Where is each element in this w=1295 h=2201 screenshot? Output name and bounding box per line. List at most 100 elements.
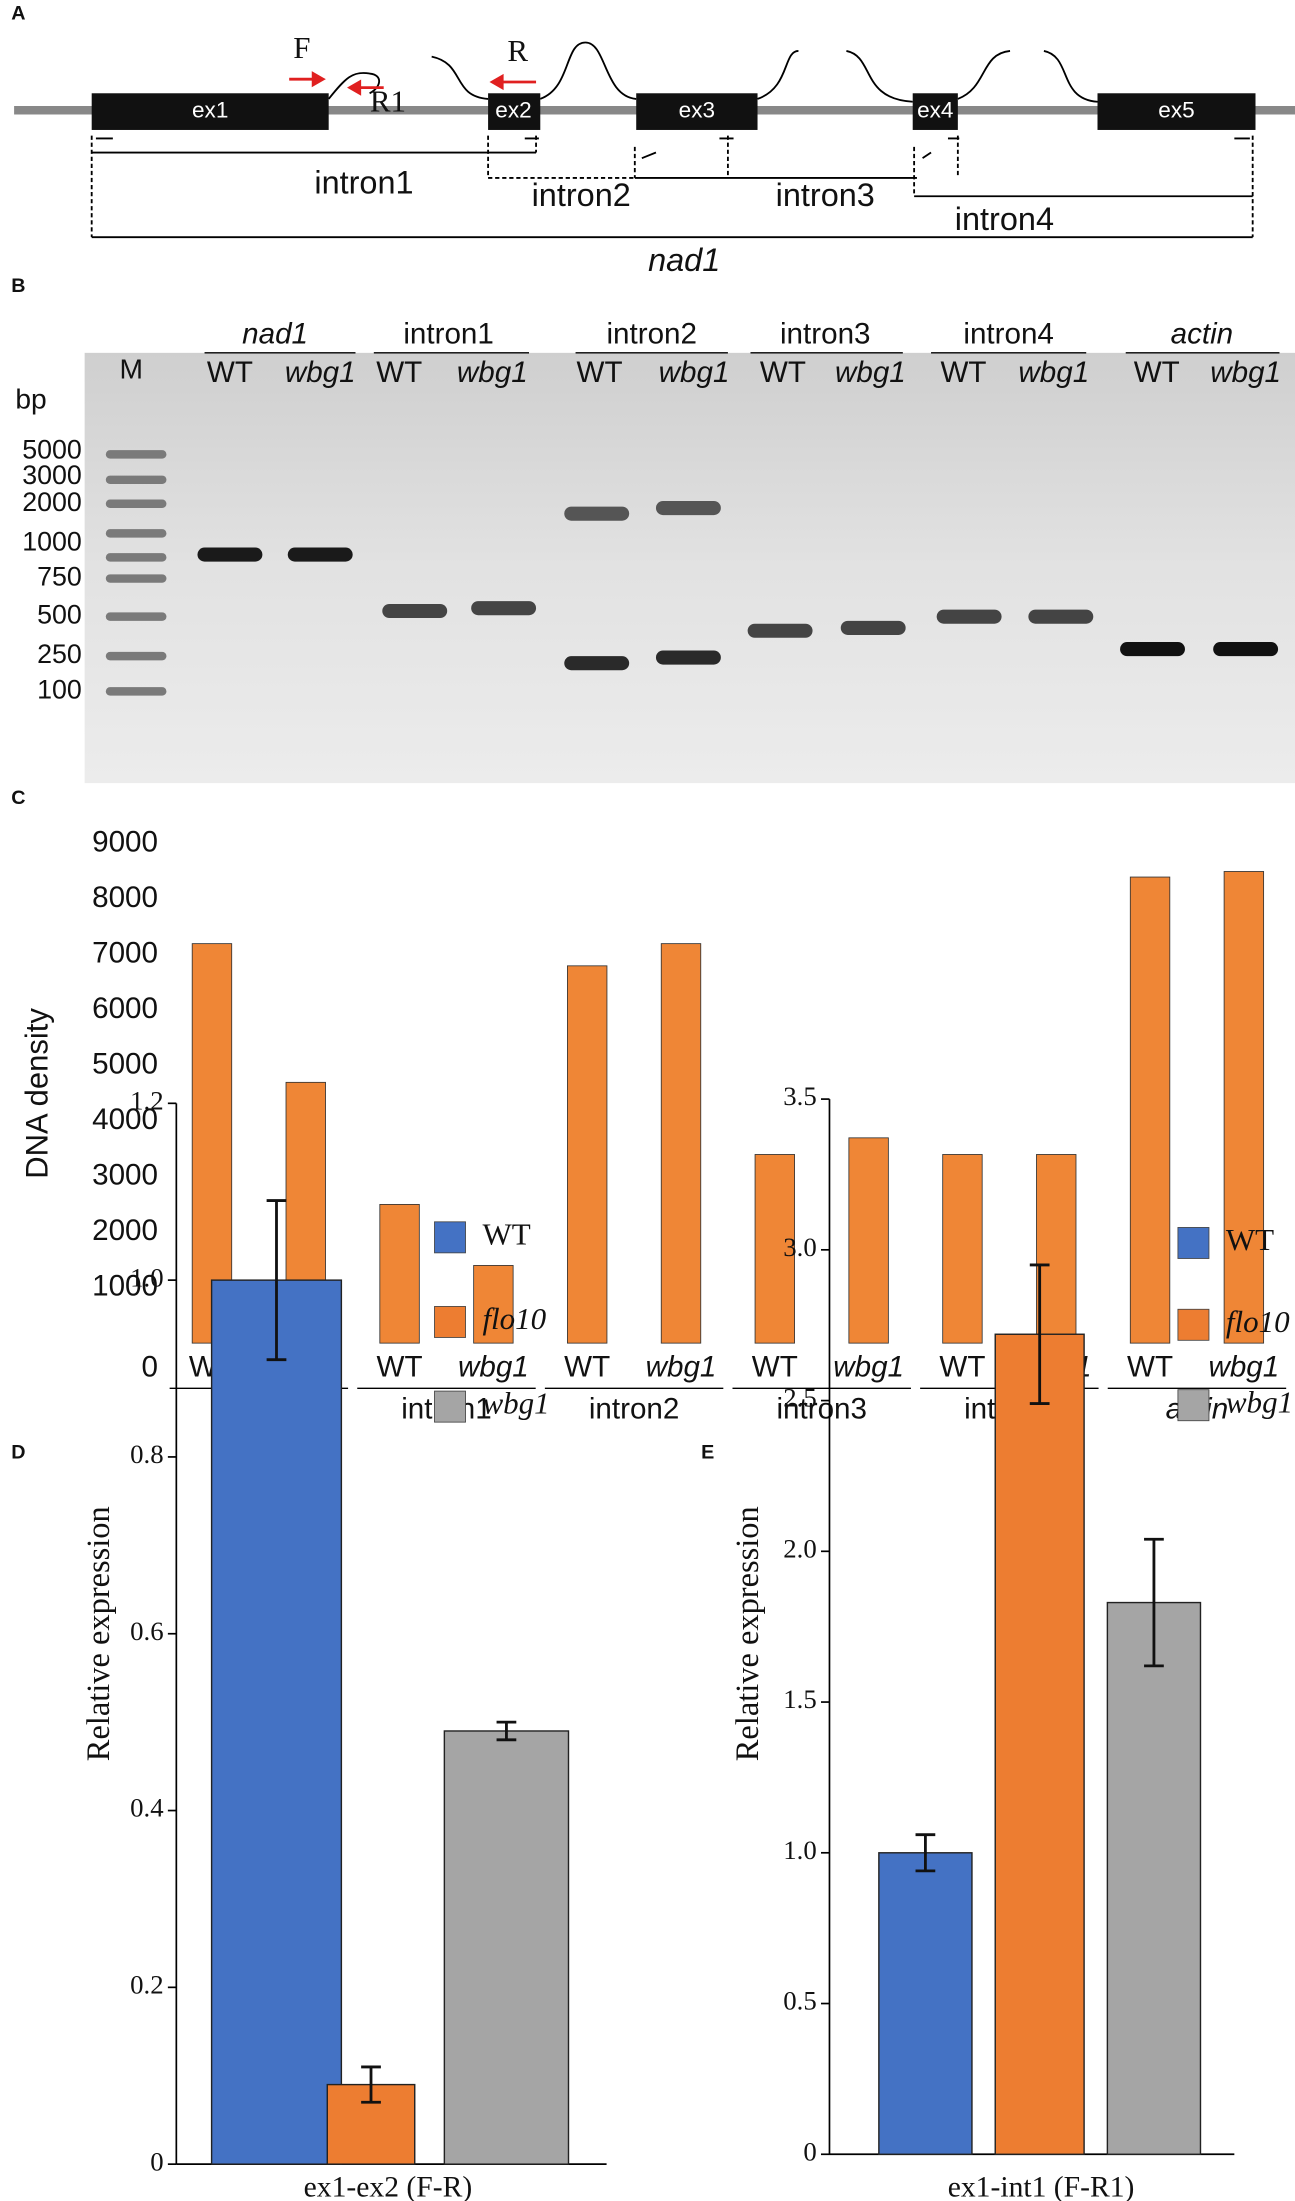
- ladder-band: [105, 612, 167, 621]
- exon: [91, 93, 329, 130]
- sample-band: [1028, 609, 1094, 624]
- unit-label: bp: [15, 382, 46, 414]
- panel-label: A: [11, 2, 25, 24]
- intron-label: intron1: [314, 165, 413, 201]
- gel-bands: [105, 450, 1279, 696]
- y-axis-label: Relative expression: [81, 1506, 117, 1761]
- x-tick-label: WT: [939, 1350, 985, 1383]
- group-label: intron2: [589, 1393, 680, 1426]
- bar: [191, 943, 233, 1344]
- primer-label: R1: [370, 84, 406, 119]
- lane-label: wbg1: [1018, 356, 1089, 389]
- bar: [1106, 1601, 1202, 2155]
- x-axis-label: ex1-ex2 (F-R): [304, 2171, 473, 2201]
- exon-label: ex2: [495, 98, 531, 123]
- group-label: intron1: [403, 318, 494, 351]
- lane-label: WT: [207, 356, 253, 389]
- panel-label: D: [11, 1441, 25, 1463]
- panel-label: C: [11, 787, 25, 809]
- y-tick-label: 0: [150, 2146, 163, 2176]
- bar: [1223, 871, 1265, 1344]
- marker-label: M: [119, 353, 143, 385]
- y-tick-label: 0: [803, 2136, 816, 2166]
- x-tick-label: wbg1: [833, 1350, 904, 1383]
- exon: [1097, 93, 1256, 130]
- ladder-band: [105, 651, 167, 661]
- bar: [994, 1333, 1085, 2155]
- y-tick-label: 3.0: [783, 1232, 817, 1262]
- group-label: intron3: [780, 318, 871, 351]
- intron-label: intron4: [955, 201, 1054, 237]
- ladder-band: [105, 499, 167, 509]
- bar: [878, 1852, 973, 2155]
- x-tick-label: WT: [1127, 1350, 1173, 1383]
- sample-band: [747, 623, 813, 638]
- ladder-band: [105, 574, 167, 583]
- splice-arc: [431, 55, 489, 100]
- splice-arc: [757, 50, 799, 100]
- exon-label: ex5: [1158, 98, 1194, 123]
- group-label: actin: [1171, 318, 1234, 351]
- bar: [379, 1203, 420, 1344]
- ladder-label: 750: [37, 562, 82, 592]
- y-tick-label: 7000: [92, 937, 158, 970]
- y-tick-label: 0.8: [130, 1439, 164, 1469]
- bar: [473, 1265, 514, 1344]
- exon: [488, 93, 541, 130]
- group-label: intron2: [606, 318, 697, 351]
- exon-label: ex4: [917, 98, 953, 123]
- splice-arc: [1043, 50, 1098, 103]
- y-tick-label: 2.0: [783, 1533, 817, 1563]
- sample-band: [382, 603, 448, 619]
- bar: [326, 2083, 416, 2165]
- bar: [1129, 876, 1171, 1344]
- y-tick-label: 4000: [92, 1103, 158, 1136]
- y-axis-label: DNA density: [20, 1008, 55, 1179]
- intron-label: intron2: [532, 177, 631, 213]
- gene-label: nad1: [648, 242, 720, 278]
- lane-label: wbg1: [285, 356, 356, 389]
- legend-label: WT: [482, 1216, 530, 1251]
- lane-label: wbg1: [457, 356, 528, 389]
- ladder-label: 100: [37, 674, 82, 704]
- panel-label: B: [11, 275, 25, 297]
- primers: [289, 71, 537, 96]
- bar: [848, 1137, 889, 1344]
- legend-label: wbg1: [482, 1386, 549, 1421]
- x-tick-label: wbg1: [458, 1350, 529, 1383]
- sample-band: [840, 620, 906, 635]
- exon: [636, 93, 758, 130]
- ladder-band: [105, 553, 167, 562]
- sample-band: [655, 500, 721, 516]
- lane-label: wbg1: [835, 356, 906, 389]
- group-label: nad1: [242, 318, 308, 351]
- intron-label: intron3: [776, 177, 875, 213]
- legend-label: flo10: [482, 1301, 546, 1336]
- bar: [942, 1154, 983, 1344]
- y-axis-label: Relative expression: [730, 1506, 766, 1761]
- exon: [912, 93, 958, 130]
- ladder-band: [105, 450, 167, 459]
- ladder-label: 1000: [22, 526, 82, 556]
- lane-label: WT: [577, 356, 623, 389]
- y-tick-label: 8000: [92, 881, 158, 914]
- lane-label: WT: [760, 356, 806, 389]
- x-tick-label: wbg1: [646, 1350, 717, 1383]
- ladder-band: [105, 687, 167, 696]
- ladder-label: 250: [37, 639, 82, 669]
- sample-band: [471, 601, 537, 616]
- y-tick-label: 0.6: [130, 1616, 164, 1646]
- y-tick-label: 0.5: [783, 1986, 817, 2016]
- legend-label: WT: [1226, 1222, 1274, 1257]
- y-tick-label: 1.2: [130, 1085, 164, 1115]
- ladder-label: 3000: [22, 460, 82, 490]
- y-tick-label: 2000: [92, 1214, 158, 1247]
- y-tick-label: 0.2: [130, 1970, 164, 2000]
- exons: [91, 93, 1256, 130]
- y-tick-label: 9000: [92, 826, 158, 859]
- ladder-band: [105, 475, 167, 485]
- splice-arc: [539, 41, 637, 100]
- y-tick-label: 0.4: [130, 1793, 164, 1823]
- primer-label: R: [507, 33, 528, 68]
